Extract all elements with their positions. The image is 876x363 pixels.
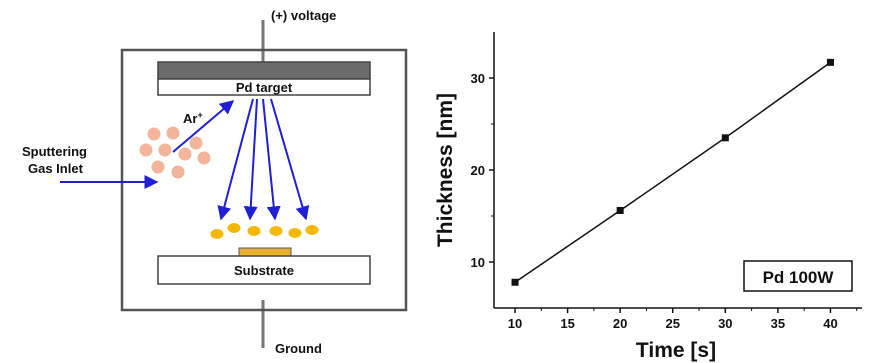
argon-particle <box>197 151 211 165</box>
pd-atom <box>269 226 283 236</box>
argon-particle <box>158 143 172 157</box>
argon-particle <box>178 147 192 161</box>
argon-particle <box>166 126 180 140</box>
ground-label: Ground <box>275 341 322 356</box>
argon-particle <box>151 160 165 174</box>
pd-atoms <box>210 223 319 239</box>
x-tick-label: 20 <box>613 316 627 331</box>
substrate-label: Substrate <box>234 263 294 278</box>
argon-ion-label: Ar+ <box>183 110 203 126</box>
sputtered-atom-arrows <box>217 98 310 221</box>
legend-box <box>743 260 853 292</box>
sputtering-gas-inlet-label-line1: Sputtering <box>22 144 87 159</box>
sputter-arrow <box>243 98 258 221</box>
x-axis-label: Time [s] <box>636 339 716 362</box>
sputter-arrow <box>217 98 254 221</box>
argon-particles <box>139 126 211 179</box>
x-tick-label: 15 <box>560 316 574 331</box>
substrate <box>157 255 371 285</box>
data-point <box>616 206 624 214</box>
deposited-film <box>238 247 292 257</box>
sputtering-diagram: Pd target Substrate (+) voltage Ground S… <box>22 8 408 356</box>
x-tick-label: 25 <box>666 316 680 331</box>
pd-atom <box>227 223 241 233</box>
y-tick-label: 10 <box>471 255 485 270</box>
pd-target-label: Pd target <box>236 80 293 95</box>
sputter-arrow <box>262 98 281 221</box>
x-tick-label: 35 <box>771 316 785 331</box>
x-tick-label: 10 <box>508 316 522 331</box>
series-line <box>514 61 831 283</box>
data-point <box>511 278 519 286</box>
data-point <box>826 58 834 66</box>
y-axis-label: Thickness [nm] <box>434 93 457 247</box>
sputtering-gas-inlet-label-line2: Gas Inlet <box>28 161 84 176</box>
legend-label: Pd 100W <box>763 268 835 287</box>
pd-target <box>157 78 371 96</box>
argon-particle <box>139 143 153 157</box>
vacuum-chamber <box>120 48 408 312</box>
y-tick-label: 30 <box>471 71 485 86</box>
argon-particle <box>171 165 185 179</box>
argon-particle <box>147 127 161 141</box>
x-tick-label: 30 <box>718 316 732 331</box>
voltage-label: (+) voltage <box>271 8 336 23</box>
pd-atom <box>247 226 261 236</box>
chart-series <box>511 58 834 286</box>
pd-atom <box>305 225 319 235</box>
sputter-arrow <box>270 98 310 221</box>
chart-ticks: 10 15 20 25 30 35 40 10 20 30 <box>471 71 858 331</box>
target-backing-plate <box>157 61 371 80</box>
pd-atom <box>210 229 224 239</box>
argon-particle <box>189 136 203 150</box>
y-tick-label: 20 <box>471 163 485 178</box>
data-point <box>721 134 729 142</box>
thickness-time-chart: 10 15 20 25 30 35 40 10 20 30 Thickness [nm] Time… <box>434 32 862 362</box>
argon-ion-arrow <box>172 100 235 153</box>
x-tick-label: 40 <box>823 316 837 331</box>
pd-atom <box>288 228 302 238</box>
